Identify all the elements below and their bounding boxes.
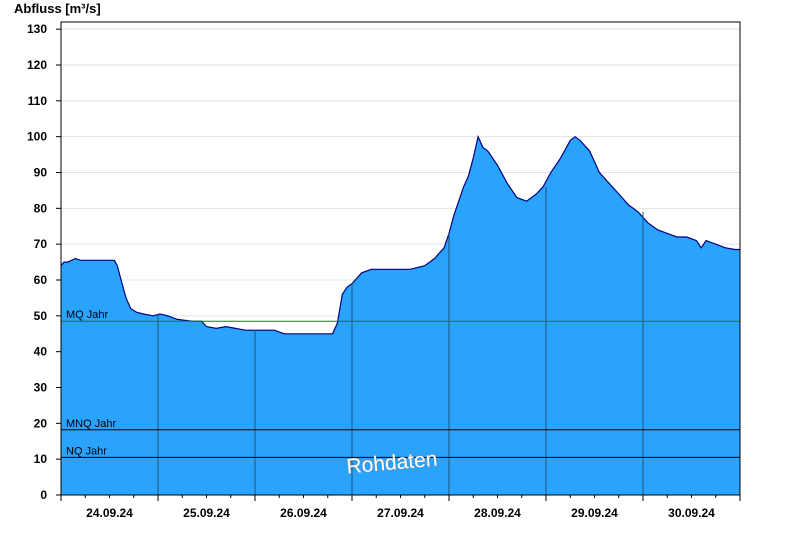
y-tick-label: 60 <box>34 273 48 287</box>
y-axis-ticks: 0 10 20 30 40 50 60 70 80 90 100 110 120 130 <box>27 22 61 502</box>
y-tick-label: 10 <box>34 452 48 466</box>
discharge-area <box>61 136 740 495</box>
y-tick-label: 50 <box>34 309 48 323</box>
x-tick-label: 26.09.24 <box>280 506 327 520</box>
y-tick-label: 110 <box>28 94 48 108</box>
x-tick-label: 29.09.24 <box>571 506 618 520</box>
y-tick-label: 80 <box>34 201 48 215</box>
x-tick-label: 25.09.24 <box>183 506 230 520</box>
y-tick-label: 90 <box>34 166 48 180</box>
y-tick-label: 130 <box>27 22 47 36</box>
y-tick-label: 30 <box>34 381 48 395</box>
x-tick-label: 28.09.24 <box>474 506 521 520</box>
reference-lines: MQ Jahr MNQ Jahr NQ Jahr <box>61 309 740 458</box>
y-tick-label: 20 <box>34 416 48 430</box>
y-tick-label: 0 <box>40 488 47 502</box>
reference-line-label: MQ Jahr <box>66 309 109 321</box>
y-tick-label: 40 <box>34 345 48 359</box>
x-tick-label: 30.09.24 <box>668 506 715 520</box>
x-tick-label: 24.09.24 <box>86 506 133 520</box>
reference-line-label: NQ Jahr <box>66 445 107 457</box>
y-axis-label: Abfluss [m³/s] <box>14 1 101 16</box>
reference-line-label: MNQ Jahr <box>66 418 116 430</box>
y-tick-label: 120 <box>27 58 47 72</box>
x-axis-ticks: 24.09.24 25.09.24 26.09.24 27.09.24 28.09.24… <box>60 495 741 520</box>
day-separators <box>157 186 644 495</box>
discharge-line <box>60 134 740 335</box>
y-tick-label: 70 <box>34 237 48 251</box>
y-tick-label: 100 <box>27 130 47 144</box>
x-tick-label: 27.09.24 <box>377 506 424 520</box>
